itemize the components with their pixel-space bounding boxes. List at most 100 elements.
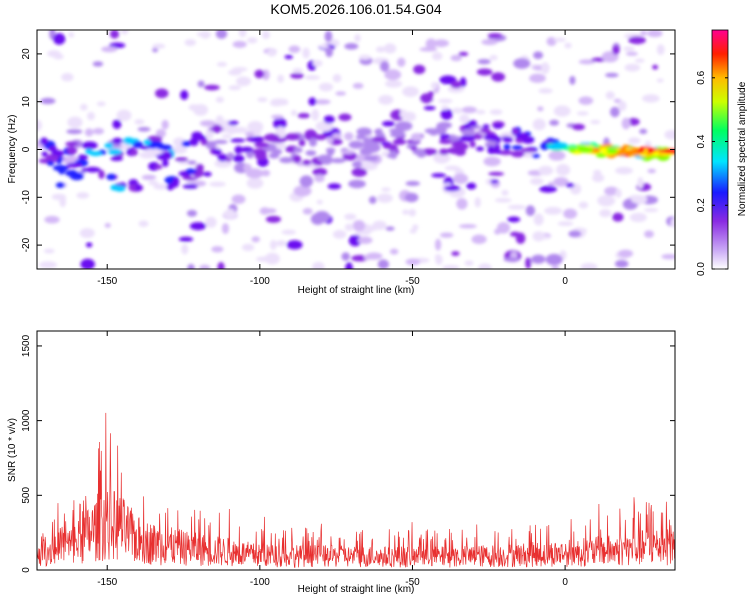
- spectrogram-noise-blob: [188, 104, 200, 111]
- spectrogram-noise-blob: [221, 134, 232, 139]
- spectrogram-band-blob: [363, 142, 372, 148]
- spectrogram-x-tick-label: -150: [97, 276, 117, 287]
- spectrogram-noise-blob: [661, 253, 675, 260]
- spectrogram-noise-blob: [571, 123, 586, 131]
- spectrogram-noise-blob: [43, 248, 55, 254]
- spectrogram-band-blob: [254, 151, 267, 160]
- spectrogram-noise-blob: [656, 78, 664, 83]
- snr-y-axis-label: SNR (10 * v/v): [7, 418, 18, 482]
- spectrogram-band-blob: [451, 141, 466, 148]
- spectrogram-band-blob: [248, 136, 263, 143]
- spectrogram-band-blob: [66, 162, 83, 168]
- spectrogram-noise-blob: [357, 236, 373, 244]
- spectrogram-band-blob: [503, 143, 511, 151]
- spectrogram-band-blob: [348, 140, 364, 149]
- spectrogram-noise-blob: [614, 259, 629, 268]
- spectrogram-band-blob: [461, 129, 476, 136]
- spectrogram-noise-blob: [389, 248, 399, 255]
- spectrogram-noise-blob: [629, 212, 647, 223]
- spectrogram-noise-blob: [453, 173, 469, 184]
- spectrogram-noise-blob: [247, 120, 264, 133]
- spectrogram-band-blob: [502, 136, 514, 143]
- spectrogram-band-blob: [246, 150, 255, 159]
- spectrogram-band-blob: [211, 148, 222, 154]
- spectrogram-band-blob: [143, 139, 152, 146]
- spectrogram-noise-blob: [293, 185, 312, 197]
- colorbar-label: Normalized spectral amplitude: [737, 81, 748, 216]
- spectrogram-noise-blob: [187, 264, 195, 269]
- spectrogram-band-blob: [355, 134, 366, 140]
- spectrogram-noise-blob: [553, 177, 569, 187]
- spectrogram-noise-blob: [137, 126, 151, 132]
- spectrogram-core-blob: [606, 147, 618, 155]
- spectrogram-core-blob: [626, 150, 640, 156]
- spectrogram-noise-blob: [664, 129, 675, 140]
- spectrogram-noise-blob: [605, 72, 619, 78]
- spectrogram-band-blob: [498, 150, 514, 156]
- spectrogram-band-blob: [513, 129, 520, 135]
- spectrogram-noise-blob: [332, 229, 347, 239]
- spectrogram-noise-blob: [315, 120, 334, 132]
- spectrogram-band-blob: [268, 152, 280, 159]
- colorbar-gradient: [711, 29, 729, 270]
- spectrogram-noise-blob: [155, 128, 167, 138]
- spectrogram-band-blob: [65, 141, 79, 147]
- spectrogram-noise-blob: [378, 94, 394, 105]
- spectrogram-noise-blob: [254, 69, 265, 79]
- colorbar-tick-label: 0.2: [696, 198, 707, 212]
- spectrogram-noise-blob: [314, 99, 331, 105]
- spectrogram-noise-blob: [161, 119, 169, 130]
- spectrogram-noise-blob: [80, 258, 95, 269]
- spectrogram-band-blob: [114, 185, 126, 192]
- spectrogram-band-blob: [132, 141, 144, 149]
- spectrogram-core-blob: [646, 147, 655, 154]
- spectrogram-noise-blob: [196, 31, 212, 37]
- spectrogram-noise-blob: [323, 115, 335, 124]
- spectrogram-noise-blob: [439, 232, 454, 238]
- spectrogram-noise-blob: [538, 165, 554, 176]
- spectrogram-noise-blob: [344, 43, 359, 50]
- spectrogram-band-blob: [147, 143, 159, 149]
- spectrogram-noise-blob: [478, 263, 492, 269]
- spectrogram-noise-blob: [284, 54, 293, 60]
- spectrogram-x-axis-label: Height of straight line (km): [298, 285, 415, 296]
- spectrogram-noise-blob: [628, 36, 646, 45]
- spectrogram-band-blob: [41, 151, 48, 157]
- spectrogram-noise-blob: [312, 167, 328, 177]
- spectrogram-core-blob: [568, 146, 577, 153]
- spectrogram-noise-blob: [507, 204, 526, 210]
- spectrogram-noise-blob: [257, 97, 268, 103]
- spectrogram-noise-blob: [327, 183, 342, 190]
- spectrogram-noise-blob: [604, 186, 619, 196]
- spectrogram-band-blob: [452, 135, 461, 141]
- spectrogram-noise-blob: [101, 46, 118, 53]
- spectrogram-noise-blob: [488, 171, 505, 176]
- spectrogram-noise-blob: [348, 235, 362, 247]
- spectrogram-noise-blob: [477, 59, 491, 65]
- spectrogram-core-blob: [577, 146, 594, 153]
- spectrogram-noise-blob: [628, 137, 641, 144]
- spectrogram-noise-blob: [408, 208, 417, 217]
- spectrogram-band-blob: [205, 140, 217, 150]
- spectrogram-noise-blob: [647, 168, 656, 174]
- spectrogram-band-blob: [444, 134, 451, 140]
- spectrogram-noise-blob: [120, 30, 129, 35]
- spectrogram-noise-blob: [246, 37, 258, 44]
- spectrogram-noise-blob: [141, 174, 157, 181]
- spectrogram-noise-blob: [217, 262, 225, 269]
- spectrogram-band-blob: [305, 150, 317, 156]
- spectrogram-band-blob: [107, 148, 122, 155]
- spectrogram-noise-blob: [434, 238, 442, 251]
- spectrogram-band-blob: [217, 153, 229, 162]
- spectrogram-heatmap: [37, 30, 675, 269]
- spectrogram-noise-blob: [544, 206, 563, 215]
- spectrogram-noise-blob: [456, 198, 468, 210]
- spectrogram-band-blob: [521, 147, 536, 153]
- snr-panel: -150 -100 -50 0 0 500 1000 1500 Height of strai…: [7, 330, 676, 595]
- snr-frame: [36, 330, 676, 571]
- spectrogram-noise-blob: [216, 62, 228, 67]
- spectrogram-band-blob: [391, 129, 405, 137]
- spectrogram-band-blob: [483, 134, 499, 141]
- colorbar: 0.0 0.2 0.4 0.6 Normalized spectral amplitu…: [696, 29, 748, 276]
